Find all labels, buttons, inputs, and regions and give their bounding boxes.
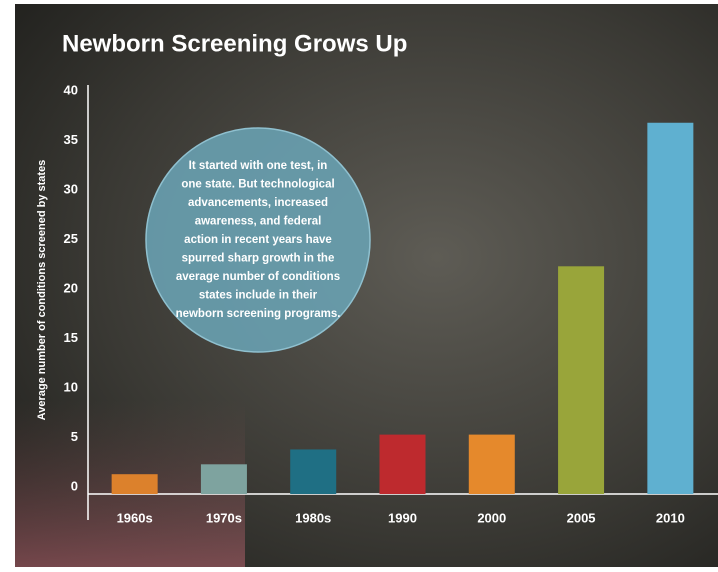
x-tick-label: 1990 [388,510,417,525]
y-tick-label: 10 [64,379,78,394]
y-tick-label: 20 [64,280,78,295]
annotation-line: average number of conditions [176,271,340,283]
x-tick-label: 1960s [117,510,153,525]
y-tick-label: 30 [64,181,78,196]
chart-title: Newborn Screening Grows Up [62,30,407,57]
y-tick-label: 0 [71,478,78,493]
bar [200,464,247,494]
annotation-line: spurred sharp growth in the [182,253,335,265]
y-tick-label: 15 [64,330,78,345]
x-tick-label: 1970s [206,510,242,525]
annotation-line: one state. But technological [181,179,334,191]
y-tick-label: 40 [64,82,78,97]
x-tick-label: 2005 [567,510,596,525]
annotation-line: awareness, and federal [195,216,322,228]
y-tick-label: 5 [71,429,78,444]
bar [468,434,515,494]
y-tick-label: 35 [64,132,78,147]
annotation-line: action in recent years have [184,234,332,246]
annotation-bubble [145,127,371,353]
bar [558,266,605,494]
y-tick-label: 25 [64,231,78,246]
bar [290,449,337,494]
y-axis-label: Average number of conditions screened by… [36,160,48,421]
annotation-line: It started with one test, in [189,160,328,172]
annotation-line: newborn screening programs. [176,308,341,320]
annotation-line: advancements, increased [188,197,328,209]
bar [647,122,694,494]
bar [379,434,426,494]
annotation-line: states include in their [199,290,318,302]
bar [111,474,158,494]
x-tick-label: 2000 [477,510,506,525]
x-tick-label: 1980s [295,510,331,525]
x-tick-label: 2010 [656,510,685,525]
